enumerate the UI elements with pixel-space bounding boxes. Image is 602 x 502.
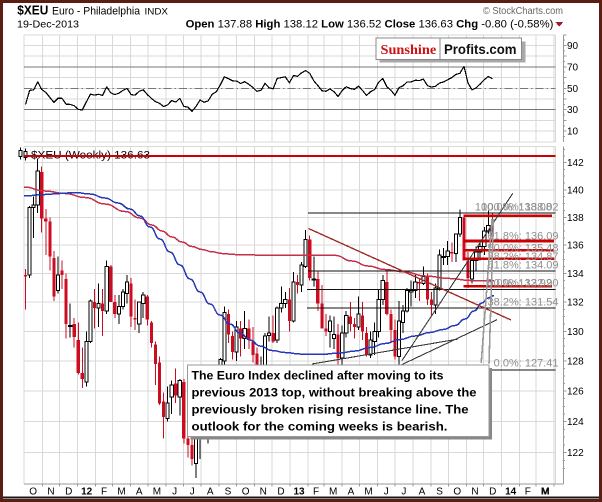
svg-text:M: M [153,487,161,498]
svg-text:142: 142 [567,158,584,169]
svg-text:50: 50 [567,84,579,95]
svg-text:138: 138 [567,213,584,224]
svg-text:D: D [489,487,496,498]
svg-text:70: 70 [567,62,579,73]
svg-text:J: J [190,487,195,498]
svg-text:© StockCharts.com: © StockCharts.com [483,6,563,17]
svg-text:Profits.com: Profits.com [444,41,517,57]
svg-text:100.0%: 138.02: 100.0%: 138.02 [481,202,558,214]
svg-text:O: O [29,487,37,498]
svg-text:140: 140 [567,185,584,196]
svg-text:J: J [172,487,177,498]
svg-text:F: F [313,487,319,498]
svg-text:J: J [384,487,389,498]
svg-text:M: M [117,487,125,498]
svg-text:132: 132 [567,298,584,309]
svg-text:136: 136 [567,241,584,252]
svg-text:F: F [101,487,107,498]
svg-text:0.0%: 127.41: 0.0%: 127.41 [494,358,559,370]
svg-text:12: 12 [81,487,93,498]
svg-text:A: A [419,487,426,498]
svg-text:D: D [65,487,72,498]
svg-text:13: 13 [293,487,305,498]
svg-text:O: O [242,487,250,498]
svg-text:A: A [136,487,143,498]
svg-text:J: J [401,487,406,498]
svg-text:38.2%: 131.54: 38.2%: 131.54 [488,297,559,309]
svg-text:50.0%: 132.90: 50.0%: 132.90 [488,278,559,290]
svg-text:100.0%: 138.08: 100.0%: 138.08 [475,202,552,214]
svg-text:previously broken rising resis: previously broken rising resistance line… [192,403,469,417]
svg-text:outlook for the coming weeks i: outlook for the coming weeks is bearish. [192,420,448,434]
svg-text:38.2%: 134.87: 38.2%: 134.87 [488,251,559,263]
svg-text:S: S [225,487,232,498]
svg-text:F: F [525,487,531,498]
svg-text:122: 122 [567,448,584,459]
svg-text:N: N [47,487,54,498]
svg-text:D: D [277,487,284,498]
svg-text:The Euro Index declined after: The Euro Index declined after moving to … [192,369,444,383]
svg-text:19-Dec-2013: 19-Dec-2013 [17,19,79,31]
svg-text:61.8%: 136.09: 61.8%: 136.09 [488,231,559,243]
svg-text:30: 30 [567,105,579,116]
svg-text:$XEU: $XEU [17,3,48,18]
svg-text:N: N [260,487,267,498]
svg-text:M: M [364,487,372,498]
svg-text:90: 90 [567,41,579,52]
svg-text:128: 128 [567,357,584,368]
svg-text:14: 14 [505,487,517,498]
svg-text:A: A [348,487,355,498]
svg-text:124: 124 [567,417,584,428]
svg-text:0.0%: 132.92: 0.0%: 132.92 [487,278,552,290]
svg-text:50.0%: 135.48: 50.0%: 135.48 [488,243,559,255]
svg-text:61.8%: 134.09: 61.8%: 134.09 [488,260,559,272]
svg-text:Euro - Philadelphia: Euro - Philadelphia [52,6,141,18]
svg-text:130: 130 [567,327,584,338]
svg-text:INDX: INDX [145,7,169,18]
svg-text:N: N [471,487,478,498]
svg-text:A: A [207,487,214,498]
svg-text:previous 2013 top, without bre: previous 2013 top, without breaking abov… [192,386,477,400]
svg-text:126: 126 [567,387,584,398]
svg-text:134: 134 [567,269,584,280]
svg-text:S: S [436,487,443,498]
svg-text:M: M [541,487,549,498]
svg-text:10: 10 [567,127,579,138]
svg-text:M: M [542,487,550,498]
svg-text:O: O [453,487,461,498]
svg-text:M: M [329,487,337,498]
svg-text:Sunshine: Sunshine [381,43,437,58]
svg-text:Open 137.88 High 138.12 Low 13: Open 137.88 High 138.12 Low 136.52 Close… [186,19,554,31]
